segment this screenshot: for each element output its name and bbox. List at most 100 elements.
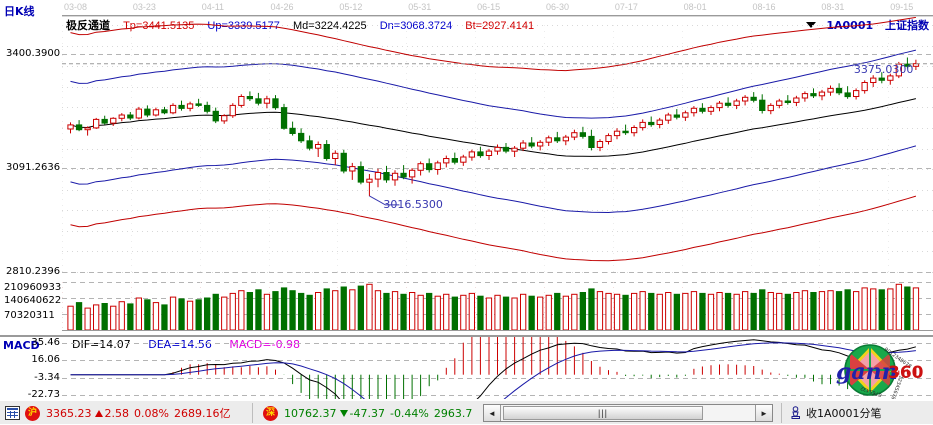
- volume-bar: [579, 292, 587, 331]
- volume-bar: [801, 290, 809, 331]
- candlestick: [263, 95, 271, 109]
- sh-index-change: 2.58: [104, 406, 130, 420]
- volume-bar: [212, 293, 219, 331]
- candlestick: [84, 126, 91, 136]
- candlestick: [332, 150, 339, 166]
- macd-dif-value: DIF=14.07: [72, 338, 131, 351]
- date-tick-label: 09-15: [890, 2, 914, 12]
- volume-bar: [528, 295, 535, 331]
- macd-indicator-label[interactable]: MACD: [3, 339, 40, 352]
- volume-bar: [793, 292, 800, 331]
- volume-bar: [400, 293, 407, 331]
- volume-bar: [144, 299, 151, 331]
- volume-chart-panel[interactable]: 210960933 140640622 70320311: [0, 280, 933, 335]
- candlestick: [682, 110, 689, 121]
- sz-index-icon-char: 深: [265, 407, 275, 418]
- pawn-icon: [791, 406, 800, 419]
- candlestick: [571, 129, 578, 141]
- candlestick: [75, 120, 83, 132]
- volume-bar: [229, 292, 236, 331]
- volume-bar: [477, 295, 484, 331]
- date-tick-label: 05-31: [408, 2, 432, 12]
- status-left-group: 沪 3365.23 2.58 0.08% 2689.16亿: [2, 401, 230, 425]
- candlestick: [793, 95, 800, 107]
- volume-bar: [451, 296, 459, 331]
- status-divider-1: [252, 403, 253, 423]
- candlestick: [426, 158, 433, 173]
- candlestick: [298, 128, 305, 143]
- volume-bar: [605, 292, 612, 331]
- status-right-label: 收1A0001分笔: [806, 407, 882, 420]
- grid-icon[interactable]: [5, 406, 20, 420]
- volume-bar: [238, 290, 245, 331]
- status-second-group: 深 10762.37 -47.37 -0.44% 2963.7: [258, 401, 472, 425]
- volume-bar: [665, 292, 672, 331]
- low-price-annotation: 3016.5300: [383, 197, 443, 211]
- macd-axis-label-3: -22.73: [27, 389, 60, 400]
- status-right-group[interactable]: 收1A0001分笔: [790, 401, 882, 425]
- volume-bar: [502, 296, 510, 331]
- candlestick: [374, 168, 382, 188]
- volume-bar: [742, 291, 749, 331]
- volume-bar: [554, 292, 561, 331]
- candlestick: [246, 91, 253, 101]
- candlestick: [870, 75, 877, 87]
- sz-index-icon[interactable]: 深: [263, 405, 278, 421]
- horizontal-scrollbar[interactable]: ◄ ||| ►: [483, 404, 773, 422]
- candlestick: [477, 146, 484, 158]
- volume-bar: [759, 289, 766, 331]
- volume-bar: [349, 289, 356, 331]
- macd-chart-panel[interactable]: 35.46 16.06 -3.34 -22.73: [0, 337, 933, 400]
- volume-bar: [571, 293, 578, 331]
- volume-bar: [409, 292, 416, 331]
- candlestick: [494, 144, 501, 155]
- candlestick: [434, 160, 441, 175]
- candlestick: [801, 91, 809, 102]
- volume-bar: [426, 292, 433, 331]
- date-tick-label: 04-11: [201, 2, 225, 12]
- candlestick: [195, 98, 202, 107]
- candlestick: [545, 135, 552, 146]
- sh-index-icon[interactable]: 沪: [25, 405, 40, 421]
- kline-period-label[interactable]: 日K线: [4, 5, 35, 18]
- volume-bar: [520, 293, 527, 331]
- volume-axis-label-low: 70320311: [4, 310, 55, 321]
- volume-bar: [870, 288, 877, 331]
- logo-360-text: 360: [888, 363, 924, 383]
- candlestick: [135, 106, 142, 120]
- scrollbar-track[interactable]: |||: [501, 405, 755, 421]
- date-axis: 03-08 03-23 04-11 04-26 05-12 05-31 06-15 06-30…: [62, 2, 933, 15]
- volume-bar: [93, 304, 100, 331]
- candlestick: [229, 103, 236, 118]
- triangle-down-icon-status: [339, 409, 348, 417]
- volume-bar: [67, 305, 74, 331]
- volume-bar: [460, 294, 467, 331]
- scroll-left-arrow-icon[interactable]: ◄: [484, 405, 501, 421]
- candlestick: [409, 168, 416, 184]
- volume-bar: [707, 293, 715, 331]
- candlestick: [238, 94, 245, 108]
- scroll-right-arrow-icon[interactable]: ►: [755, 405, 772, 421]
- volume-bar: [562, 295, 570, 331]
- candlestick: [460, 154, 467, 166]
- status-bar: 沪 3365.23 2.58 0.08% 2689.16亿 深 10762.37…: [0, 400, 933, 424]
- volume-bar: [383, 292, 390, 331]
- candlestick: [853, 88, 860, 100]
- candlestick: [221, 114, 228, 124]
- candlestick: [511, 146, 518, 157]
- indicator-dn: Dn=3068.3724: [379, 20, 453, 32]
- price-chart-panel[interactable]: 3400.3900 3091.2636 2810.2396 3375.0300 …: [0, 17, 933, 280]
- date-tick-label: 06-15: [477, 2, 501, 12]
- volume-bar: [366, 283, 373, 331]
- volume-bar: [887, 288, 894, 331]
- logo-gann-text: gann: [836, 359, 898, 385]
- volume-bar: [186, 300, 194, 331]
- candlestick: [204, 101, 211, 114]
- sh-index-percent: 0.08%: [134, 406, 169, 420]
- macd-axis-label-1: 16.06: [31, 354, 60, 366]
- candlestick: [280, 103, 288, 130]
- candlestick: [144, 105, 151, 118]
- candlestick: [537, 140, 544, 151]
- candlestick: [639, 119, 646, 131]
- scrollbar-thumb[interactable]: |||: [503, 406, 703, 420]
